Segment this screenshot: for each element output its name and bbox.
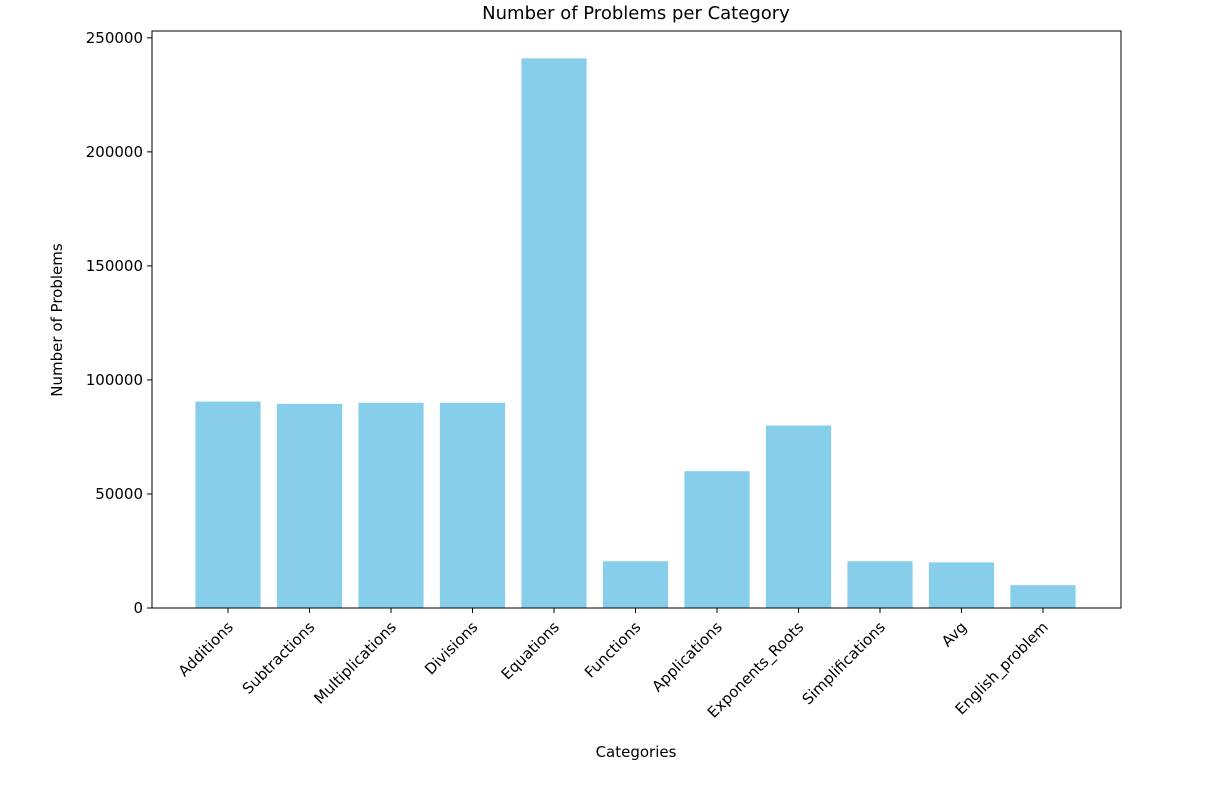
x-tick-label: Avg	[938, 618, 970, 650]
plot-frame	[151, 30, 1122, 609]
bar-applications	[684, 471, 750, 608]
bar-equations	[521, 58, 587, 609]
bar-functions	[602, 561, 669, 608]
bar-divisions	[439, 402, 506, 608]
y-tick-label: 150000	[86, 257, 143, 275]
x-tick-label: Divisions	[421, 618, 481, 678]
y-axis: 0 50000 100000 150000 200000 250000	[86, 29, 152, 617]
bar-exponents-roots	[765, 425, 832, 608]
bar-simplifications	[847, 561, 913, 608]
bars-layer	[195, 58, 1076, 609]
y-axis-title: Number of Problems	[48, 243, 66, 397]
y-tick-label: 50000	[95, 485, 143, 503]
y-tick-label: 250000	[86, 29, 143, 47]
x-axis-title: Categories	[596, 743, 677, 761]
x-tick-label: Simplifications	[799, 618, 889, 708]
x-tick-label: Equations	[498, 618, 563, 683]
y-tick-label: 200000	[86, 143, 143, 161]
chart-title: Number of Problems per Category	[482, 3, 790, 24]
x-tick-label: Applications	[648, 618, 726, 696]
bar-avg	[928, 562, 995, 608]
x-tick-label: Subtractions	[239, 618, 319, 698]
bar-english-problem	[1010, 585, 1076, 608]
x-tick-label: Additions	[175, 618, 237, 680]
bar-additions	[195, 401, 261, 608]
bar-multiplications	[358, 402, 424, 608]
x-tick-label: Functions	[581, 618, 644, 681]
y-tick-label: 100000	[86, 371, 143, 389]
y-tick-label: 0	[133, 599, 143, 617]
x-tick-label: Multiplications	[310, 618, 400, 708]
bar-subtractions	[276, 403, 343, 608]
